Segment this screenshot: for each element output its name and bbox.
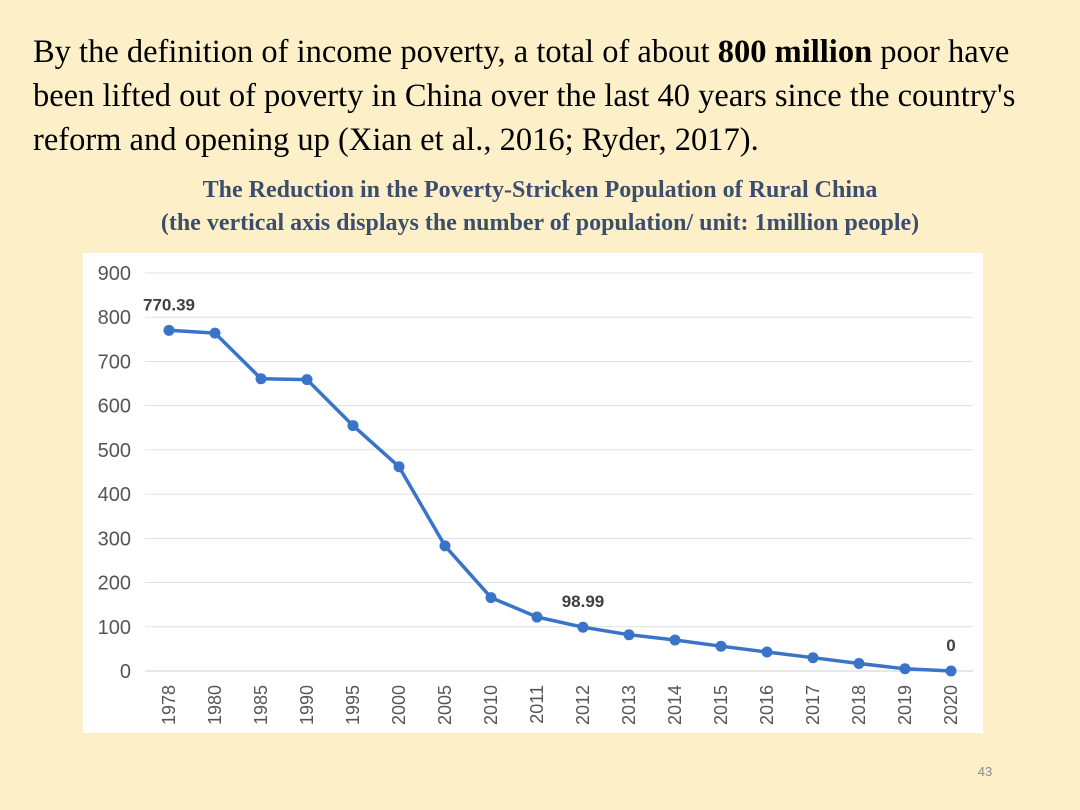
data-point xyxy=(439,540,451,552)
data-point xyxy=(623,629,635,641)
data-point xyxy=(945,665,957,677)
data-point xyxy=(163,324,175,336)
data-point xyxy=(347,420,359,432)
x-tick-label: 1990 xyxy=(297,685,317,725)
x-tick-label: 2005 xyxy=(435,685,455,725)
x-tick-label: 2017 xyxy=(803,685,823,725)
y-tick-label: 500 xyxy=(98,440,131,462)
y-tick-label: 0 xyxy=(120,661,131,683)
page-number: 43 xyxy=(977,764,993,779)
x-tick-label: 1980 xyxy=(205,685,225,725)
y-tick-label: 600 xyxy=(98,396,131,418)
series-line xyxy=(168,328,952,673)
chart-subtitle: (the vertical axis displays the number o… xyxy=(160,210,920,236)
intro-text-start: By the definition of income poverty, a t… xyxy=(33,34,718,70)
chart-title: The Reduction in the Poverty-Stricken Po… xyxy=(202,177,878,203)
chart-panel: 0 100 200 300 400 500 600 700 800 900 1978 1980 1985… xyxy=(83,253,983,733)
x-tick-label: 2019 xyxy=(895,685,915,725)
intro-emphasis: 800 million xyxy=(717,34,873,70)
x-tick-label: 2016 xyxy=(757,685,777,725)
y-tick-label: 200 xyxy=(98,573,131,595)
data-point xyxy=(577,621,589,633)
x-tick-label: 2012 xyxy=(573,685,593,725)
y-tick-label: 300 xyxy=(98,528,131,550)
data-point xyxy=(209,327,221,339)
x-tick-label: 2018 xyxy=(849,685,869,725)
x-tick-label: 2013 xyxy=(619,685,639,725)
x-tick-label: 1978 xyxy=(159,685,179,725)
x-tick-label: 1985 xyxy=(251,685,271,725)
data-point xyxy=(255,373,267,385)
data-point xyxy=(761,646,773,658)
intro-paragraph: By the definition of income poverty, a t… xyxy=(33,30,1063,162)
y-tick-label: 800 xyxy=(98,307,131,329)
y-tick-label: 400 xyxy=(98,484,131,506)
x-tick-label: 2020 xyxy=(941,685,961,725)
x-tick-label: 2015 xyxy=(711,685,731,725)
intro-text-end: poor have been lifted out of poverty in … xyxy=(33,34,1016,158)
y-tick-label: 100 xyxy=(98,617,131,639)
data-point xyxy=(393,461,405,473)
x-tick-label: 1995 xyxy=(343,685,363,725)
x-tick-label: 2000 xyxy=(389,685,409,725)
y-tick-label: 900 xyxy=(98,263,131,285)
data-point xyxy=(899,663,911,675)
x-tick-label: 2011 xyxy=(527,685,547,724)
data-label: 98.99 xyxy=(562,592,605,611)
data-label: 0 xyxy=(946,636,955,655)
data-label: 770.39 xyxy=(143,295,195,314)
line-chart: 0 100 200 300 400 500 600 700 800 900 1978 1980 1985… xyxy=(98,263,973,725)
y-tick-label: 700 xyxy=(98,351,131,373)
x-tick-label: 2010 xyxy=(481,685,501,725)
x-tick-label: 2014 xyxy=(665,685,685,725)
data-point xyxy=(853,657,865,669)
data-point xyxy=(301,374,313,386)
data-point xyxy=(669,634,681,646)
data-point xyxy=(485,592,497,604)
data-point xyxy=(807,652,819,664)
data-point xyxy=(715,640,727,652)
data-point xyxy=(531,611,543,623)
